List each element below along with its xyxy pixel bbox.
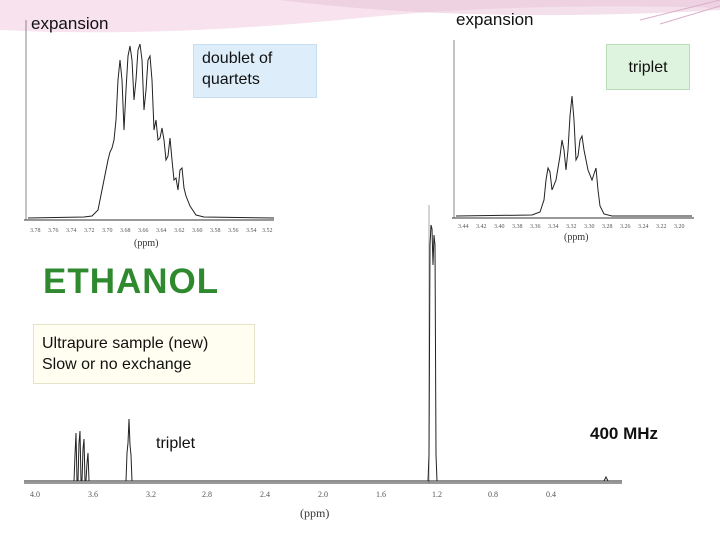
tick-label: 3.20 — [674, 224, 685, 230]
tick-label: 3.44 — [458, 224, 469, 230]
triplet-callout-right: triplet — [606, 44, 690, 90]
expansion-left-label: expansion — [31, 14, 109, 33]
frequency-label: 400 MHz — [590, 424, 659, 443]
tick-label: 3.28 — [602, 224, 613, 230]
tick-label: 3.24 — [638, 224, 649, 230]
tick-label: 3.60 — [192, 228, 203, 234]
tick-label: 3.66 — [138, 228, 149, 234]
tick-label: 3.54 — [246, 228, 257, 234]
tick-label: 3.52 — [262, 228, 273, 234]
right-expansion-spectrum: 3.44 3.42 3.40 3.38 3.36 3.34 3.32 3.30 … — [452, 40, 696, 244]
tick-label: 2.8 — [202, 490, 212, 499]
tick-label: 3.40 — [494, 224, 505, 230]
tick-label: 3.38 — [512, 224, 523, 230]
tick-label: 3.32 — [566, 224, 577, 230]
tick-label: 3.26 — [620, 224, 631, 230]
tick-label: 3.22 — [656, 224, 667, 230]
tick-label: 0.4 — [546, 490, 556, 499]
tick-label: 3.68 — [120, 228, 131, 234]
tick-label: 3.78 — [30, 228, 41, 234]
tick-label: 1.2 — [432, 490, 442, 499]
tick-label: 3.36 — [530, 224, 541, 230]
tick-label: 3.56 — [228, 228, 239, 234]
tick-label: 3.72 — [84, 228, 95, 234]
expansion-right-label: expansion — [456, 10, 534, 29]
right-expansion-trace — [455, 95, 692, 217]
tick-label: 3.76 — [48, 228, 59, 234]
full-spectrum: 4.0 3.6 3.2 2.8 2.4 2.0 1.6 1.2 0.8 0.4 … — [24, 205, 624, 525]
tick-label: 2.0 — [318, 490, 328, 499]
tick-label: 3.58 — [210, 228, 221, 234]
tick-label: 3.70 — [102, 228, 113, 234]
ch3-triplet-peaks — [424, 224, 440, 482]
oh-triplet-peaks — [124, 418, 134, 482]
tick-label: 3.74 — [66, 228, 77, 234]
full-spectrum-ticks: 4.0 3.6 3.2 2.8 2.4 2.0 1.6 1.2 0.8 0.4 — [30, 490, 556, 499]
triplet-bottom-label: triplet — [156, 435, 196, 452]
tick-label: 3.30 — [584, 224, 595, 230]
tick-label: 3.34 — [548, 224, 559, 230]
left-expansion-ticks: 3.78 3.76 3.74 3.72 3.70 3.68 3.66 3.64 … — [30, 228, 273, 234]
tick-label: 3.6 — [88, 490, 98, 499]
left-expansion-spectrum: 3.78 3.76 3.74 3.72 3.70 3.68 3.66 3.64 … — [24, 20, 278, 250]
tick-label: 3.2 — [146, 490, 156, 499]
left-expansion-axis-label: (ppm) — [134, 238, 158, 249]
tick-label: 0.8 — [488, 490, 498, 499]
sample-note-box: Ultrapure sample (new) Slow or no exchan… — [33, 324, 255, 384]
right-expansion-axis-label: (ppm) — [564, 232, 588, 243]
tick-label: 3.64 — [156, 228, 167, 234]
tick-label: 3.62 — [174, 228, 185, 234]
full-spectrum-axis-label: (ppm) — [300, 506, 329, 520]
right-expansion-ticks: 3.44 3.42 3.40 3.38 3.36 3.34 3.32 3.30 … — [458, 224, 685, 230]
page-title: ETHANOL — [43, 262, 220, 301]
left-expansion-trace — [27, 43, 275, 219]
tick-label: 4.0 — [30, 490, 40, 499]
tick-label: 3.42 — [476, 224, 487, 230]
tick-label: 2.4 — [260, 490, 270, 499]
doublet-of-quartets-callout: doublet of quartets — [193, 44, 317, 98]
tick-label: 1.6 — [376, 490, 386, 499]
ch2-quartet-peaks — [72, 430, 90, 482]
